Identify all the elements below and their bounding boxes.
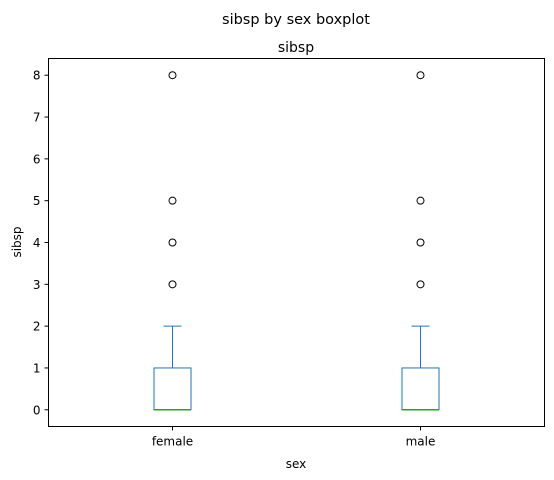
outlier-point	[416, 280, 425, 289]
outlier-point	[168, 280, 177, 289]
outlier-point	[168, 196, 177, 205]
y-axis-label: sibsp	[10, 226, 24, 257]
outlier-point	[416, 71, 425, 80]
outlier-point	[416, 238, 425, 247]
y-tick-label: 7	[33, 111, 41, 125]
y-tick-label: 4	[33, 236, 41, 250]
chart-title: sibsp	[278, 40, 314, 56]
y-tick-label: 2	[33, 320, 41, 334]
outlier-point	[168, 71, 177, 80]
outlier-point	[416, 196, 425, 205]
iqr-box	[153, 367, 192, 411]
boxes-layer	[153, 71, 440, 411]
y-tick-label: 0	[33, 403, 41, 417]
x-tick-label: female	[152, 435, 193, 449]
y-tick-label: 8	[33, 69, 41, 83]
iqr-box	[401, 367, 440, 411]
y-tick-label: 3	[33, 278, 41, 292]
x-tick-label: male	[406, 435, 436, 449]
y-tick-label: 5	[33, 194, 41, 208]
plot-frame	[48, 58, 545, 427]
axis-ticks: 0 1 2 3 4 5 6 7 8 female male	[33, 69, 436, 449]
y-tick-label: 1	[33, 361, 41, 375]
box-group-female	[153, 71, 192, 411]
outlier-point	[168, 238, 177, 247]
chart-suptitle: sibsp by sex boxplot	[222, 12, 370, 28]
x-axis-label: sex	[286, 457, 307, 471]
y-tick-label: 6	[33, 152, 41, 166]
box-group-male	[401, 71, 440, 411]
